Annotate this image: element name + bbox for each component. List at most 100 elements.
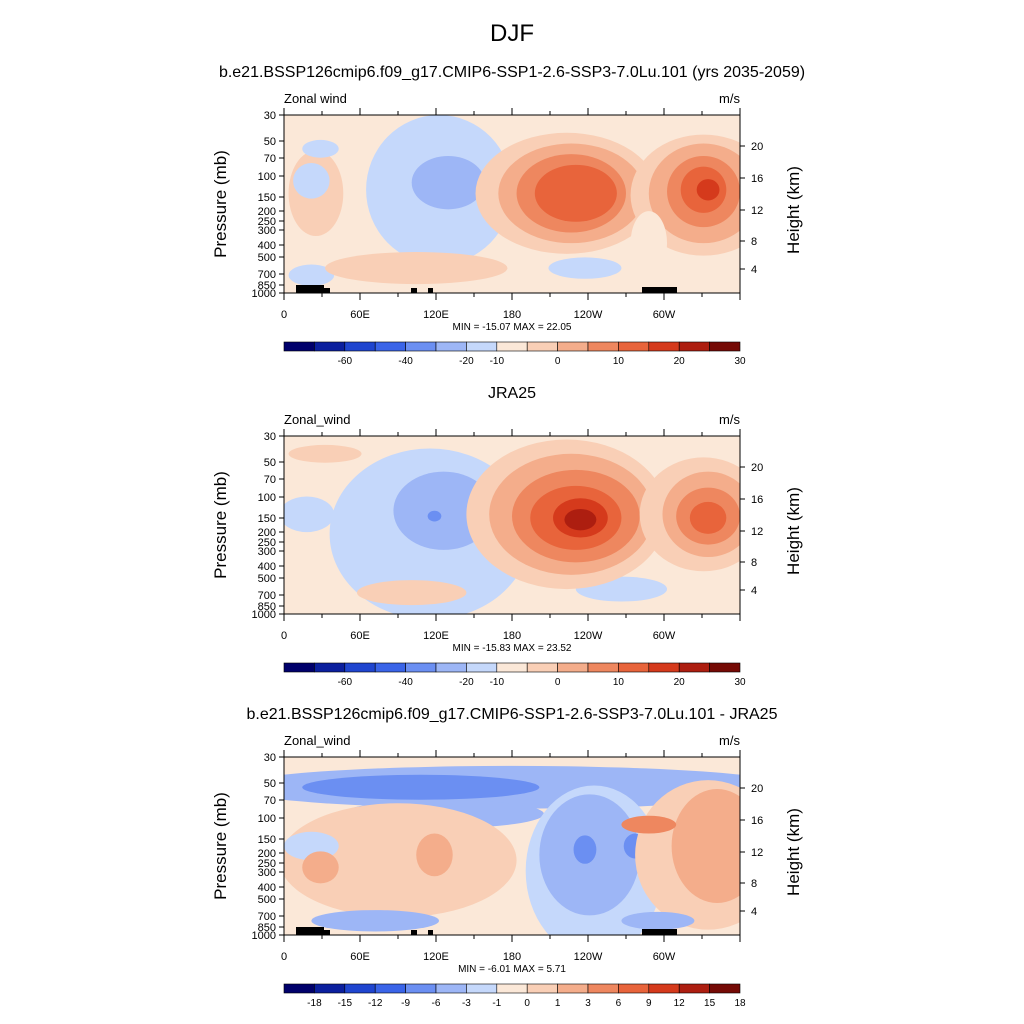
colorbar-label: -40 (398, 356, 413, 367)
units-label: m/s (719, 91, 740, 106)
y-axis-label: Pressure (mb) (211, 150, 230, 258)
contour-region (311, 910, 440, 932)
contour-region (411, 155, 485, 210)
x-tick-label: 60E (350, 951, 370, 963)
y-tick-label: 500 (258, 252, 276, 264)
contour-field (284, 757, 740, 935)
right-tick-label: 12 (751, 847, 763, 859)
y-tick-label: 300 (258, 546, 276, 558)
y-tick-label: 850 (258, 280, 276, 292)
colorbar-swatch (466, 983, 498, 994)
colorbar-swatch (526, 983, 558, 994)
units-label: m/s (719, 412, 740, 427)
colorbar-swatch (709, 341, 741, 352)
right-tick-label: 20 (751, 141, 763, 153)
y-tick-label: 70 (264, 795, 276, 807)
colorbar-swatch (405, 983, 437, 994)
right-tick-label: 20 (751, 783, 763, 795)
colorbar-swatch (283, 983, 315, 994)
contour-region (284, 496, 335, 533)
variable-label: Zonal_wind (284, 412, 351, 427)
x-tick-label: 120E (423, 630, 449, 642)
right-tick-label: 16 (751, 815, 763, 827)
right-axis-label: Height (km) (784, 166, 803, 254)
colorbar-swatch (344, 983, 376, 994)
y-tick-label: 150 (258, 192, 276, 204)
colorbar-label: 3 (585, 998, 591, 1009)
colorbar-label: 10 (613, 677, 625, 688)
x-tick-label: 180 (503, 951, 521, 963)
y-tick-label: 50 (264, 136, 276, 148)
y-tick-label: 30 (264, 752, 276, 764)
contour-field (284, 115, 740, 293)
y-axis-label: Pressure (mb) (211, 792, 230, 900)
colorbar-label: -3 (462, 998, 471, 1009)
contour-region (416, 833, 453, 877)
colorbar-label: 1 (555, 998, 561, 1009)
topography-mask (322, 930, 330, 935)
colorbar-swatch (374, 983, 406, 994)
right-tick-label: 12 (751, 205, 763, 217)
colorbar-label: 12 (674, 998, 686, 1009)
y-tick-label: 400 (258, 561, 276, 573)
y-tick-label: 500 (258, 573, 276, 585)
y-tick-label: 300 (258, 225, 276, 237)
min-max-stats: MIN = -6.01 MAX = 5.71 (458, 964, 566, 975)
right-tick-label: 8 (751, 557, 757, 569)
right-tick-label: 16 (751, 494, 763, 506)
right-tick-label: 20 (751, 462, 763, 474)
y-tick-label: 200 (258, 848, 276, 860)
y-tick-label: 150 (258, 834, 276, 846)
contour-region (696, 179, 720, 201)
y-tick-label: 30 (264, 110, 276, 122)
right-tick-label: 4 (751, 264, 757, 276)
colorbar-label: -20 (459, 677, 474, 688)
colorbar-swatch (648, 983, 680, 994)
colorbar-label: 0 (524, 998, 530, 1009)
y-tick-label: 250 (258, 537, 276, 549)
contour-region (325, 252, 508, 285)
x-tick-label: 60W (653, 309, 676, 321)
y-tick-label: 50 (264, 457, 276, 469)
colorbar-label: -15 (338, 998, 353, 1009)
contour-region (671, 789, 740, 903)
contour-region (689, 501, 727, 534)
x-tick-label: 0 (281, 951, 287, 963)
variable-label: Zonal wind (284, 91, 347, 106)
contour-region (302, 774, 540, 800)
y-tick-label: 250 (258, 858, 276, 870)
x-tick-label: 0 (281, 630, 287, 642)
x-tick-label: 120E (423, 951, 449, 963)
y-tick-label: 100 (258, 171, 276, 183)
y-tick-label: 850 (258, 601, 276, 613)
contour-region (288, 444, 362, 463)
units-label: m/s (719, 733, 740, 748)
x-tick-label: 180 (503, 309, 521, 321)
topography-mask (411, 930, 417, 935)
right-tick-label: 4 (751, 906, 757, 918)
x-tick-label: 60W (653, 951, 676, 963)
colorbar-label: 20 (674, 356, 686, 367)
y-tick-label: 700 (258, 911, 276, 923)
colorbar-label: 6 (616, 998, 622, 1009)
x-tick-label: 120W (574, 951, 603, 963)
right-tick-label: 16 (751, 173, 763, 185)
colorbar-label: -60 (338, 356, 353, 367)
y-tick-label: 50 (264, 778, 276, 790)
y-tick-label: 1000 (252, 609, 276, 621)
colorbar-label: 9 (646, 998, 652, 1009)
y-tick-label: 300 (258, 867, 276, 879)
min-max-stats: MIN = -15.07 MAX = 22.05 (453, 322, 572, 333)
colorbar-label: -18 (307, 998, 322, 1009)
y-tick-label: 1000 (252, 930, 276, 942)
colorbar-swatch (557, 983, 589, 994)
colorbar-swatch (435, 983, 467, 994)
colorbar-label: 20 (674, 677, 686, 688)
topography-mask (428, 288, 433, 293)
colorbar-label: -20 (459, 356, 474, 367)
contour-field (284, 436, 740, 614)
y-tick-label: 150 (258, 513, 276, 525)
topography-mask (642, 287, 677, 293)
